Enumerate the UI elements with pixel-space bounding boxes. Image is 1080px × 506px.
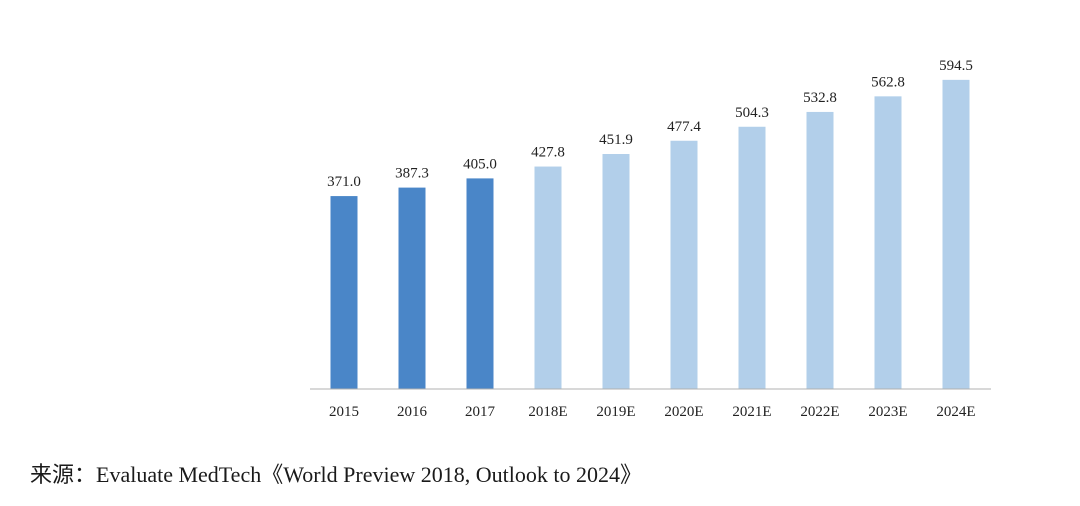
value-label-2019e: 451.9 (599, 132, 633, 148)
bar-2020e (670, 140, 698, 389)
x-tick-label-2016: 2016 (397, 404, 428, 420)
value-label-2021e: 504.3 (735, 105, 769, 121)
bar-chart: 371.0 387.3 405.0 427.8 451.9 477.4 504.3 532.8… (310, 58, 991, 420)
x-tick-label-2020e: 2020E (664, 404, 703, 420)
value-label-2015: 371.0 (327, 174, 361, 190)
x-tick-label-2023e: 2023E (868, 404, 907, 420)
bar-2024e (942, 79, 970, 390)
bar-2018e (534, 166, 562, 389)
bar-2015 (330, 196, 358, 389)
value-labels-layer: 371.0 387.3 405.0 427.8 451.9 477.4 504.3 532.8… (327, 58, 973, 190)
value-label-2024e: 594.5 (939, 58, 973, 74)
bar-2019e (602, 154, 630, 389)
x-tick-label-2024e: 2024E (936, 404, 975, 420)
x-tick-label-2017: 2017 (465, 404, 496, 420)
bar-2016 (398, 187, 426, 389)
x-tick-label-2021e: 2021E (732, 404, 771, 420)
bars-layer (330, 79, 970, 390)
value-label-2023e: 562.8 (871, 74, 905, 90)
bar-2023e (874, 96, 902, 390)
value-label-2018e: 427.8 (531, 145, 565, 161)
bar-2017 (466, 178, 494, 389)
x-tick-labels-layer: 2015 2016 2017 2018E 2019E 2020E 2021E 2022E 202… (329, 404, 976, 420)
source-caption: 来源：Evaluate MedTech《World Preview 2018, … (30, 462, 642, 487)
value-label-2017: 405.0 (463, 156, 497, 172)
bar-2022e (806, 111, 834, 389)
value-label-2016: 387.3 (395, 166, 429, 182)
x-tick-label-2022e: 2022E (800, 404, 839, 420)
value-label-2020e: 477.4 (667, 119, 701, 135)
x-tick-label-2018e: 2018E (528, 404, 567, 420)
x-tick-label-2015: 2015 (329, 404, 359, 420)
bar-2021e (738, 126, 766, 389)
value-label-2022e: 532.8 (803, 90, 837, 106)
x-tick-label-2019e: 2019E (596, 404, 635, 420)
